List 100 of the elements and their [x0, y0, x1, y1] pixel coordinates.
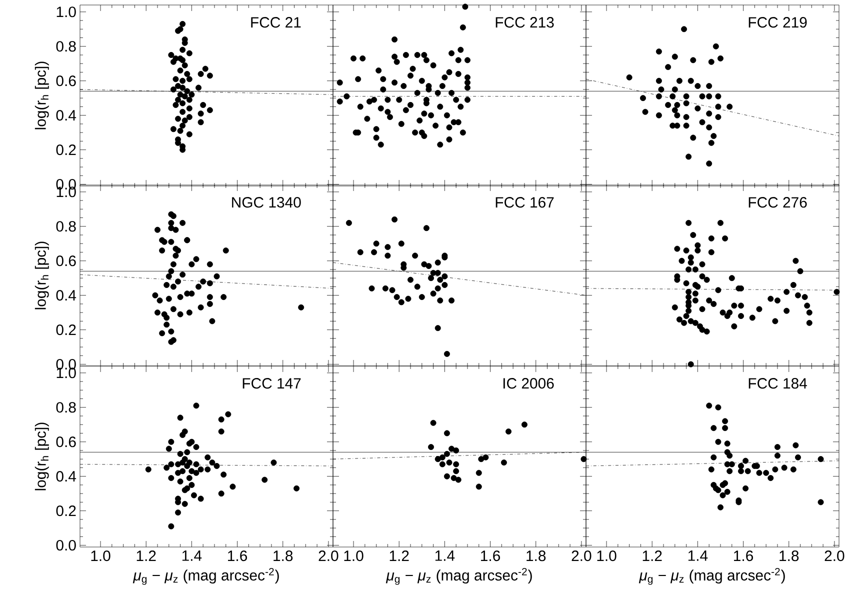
text: FCC 213: [496, 17, 554, 28]
point: [193, 256, 200, 262]
point: [710, 454, 717, 460]
point: [656, 78, 662, 84]
point: [444, 350, 450, 357]
point: [214, 462, 220, 469]
point: [209, 460, 216, 466]
point: [175, 248, 182, 254]
point: [444, 473, 450, 480]
point: [298, 304, 304, 310]
point: [346, 220, 352, 226]
point: [193, 461, 200, 468]
x-tick-label: 1.2: [136, 550, 156, 561]
point: [188, 438, 195, 445]
point: [184, 70, 190, 77]
point: [198, 496, 204, 502]
text: FCC 184: [748, 378, 807, 389]
y-tick-label: 0.2: [56, 144, 76, 156]
point: [200, 102, 206, 108]
point: [450, 475, 457, 482]
point: [166, 446, 172, 452]
point: [188, 92, 195, 98]
point: [408, 276, 414, 283]
point: [159, 330, 166, 336]
text: FCC 219: [748, 17, 807, 28]
point: [710, 133, 717, 140]
point: [166, 273, 172, 280]
point: [738, 468, 744, 474]
point: [726, 452, 733, 459]
x-tick-label: 1.0: [91, 550, 110, 562]
point: [188, 261, 195, 268]
point: [439, 454, 446, 460]
point: [196, 284, 202, 290]
point: [193, 402, 200, 409]
x-axis-title: μ$_{g}$ − μ$_{z}$ (mag arcsec$^{-2}$): [638, 568, 785, 585]
point: [672, 54, 678, 60]
point: [442, 282, 448, 288]
x-tick-label: 1.6: [734, 550, 754, 562]
point: [715, 487, 722, 494]
point: [168, 475, 174, 482]
point: [774, 444, 780, 450]
y-tick-label: 1.0: [56, 6, 76, 18]
point: [683, 122, 690, 129]
point: [708, 466, 714, 472]
point: [442, 273, 448, 280]
point: [792, 442, 799, 448]
point: [170, 261, 176, 268]
point: [742, 458, 749, 464]
point: [184, 462, 190, 469]
x-tick-label: 1.8: [274, 550, 293, 562]
x-axis-title: μ$_{g}$ − μ$_{z}$ (mag arcsec$^{-2}$): [386, 568, 532, 585]
point: [156, 297, 163, 304]
point: [726, 104, 733, 110]
point: [444, 450, 450, 457]
point: [412, 252, 418, 259]
point: [145, 466, 152, 472]
point: [670, 93, 676, 100]
point: [170, 306, 176, 312]
point: [172, 76, 179, 82]
point: [676, 78, 682, 84]
point: [726, 468, 733, 474]
point: [478, 456, 484, 462]
point: [180, 122, 186, 129]
point: [220, 472, 227, 478]
point: [772, 466, 778, 472]
point: [206, 300, 213, 307]
point: [164, 314, 170, 321]
text: FCC 21: [251, 17, 301, 28]
point: [626, 74, 632, 80]
point: [193, 444, 200, 450]
y-tick-label: 0.0: [56, 540, 76, 551]
point: [214, 273, 220, 280]
point: [198, 466, 204, 472]
point: [368, 285, 375, 292]
point: [209, 318, 216, 324]
x-tick-label: 1.2: [642, 550, 662, 561]
point: [154, 310, 160, 316]
point: [186, 475, 192, 482]
x-tick-label: 1.6: [481, 550, 500, 562]
point: [674, 122, 680, 129]
point: [708, 140, 714, 146]
point: [446, 460, 452, 466]
point: [182, 117, 188, 124]
point: [198, 119, 204, 126]
point: [744, 468, 751, 474]
point: [434, 456, 441, 462]
point: [168, 438, 174, 445]
point: [184, 449, 190, 456]
point: [794, 454, 801, 460]
point: [168, 461, 174, 468]
point: [186, 76, 192, 82]
point: [204, 454, 211, 460]
point: [722, 425, 728, 432]
point: [177, 294, 184, 300]
point: [175, 510, 182, 516]
point: [426, 263, 432, 270]
text: IC 2006: [503, 378, 554, 389]
y-tick-label: 0.4: [56, 471, 76, 482]
point: [196, 84, 202, 91]
point: [180, 78, 186, 84]
